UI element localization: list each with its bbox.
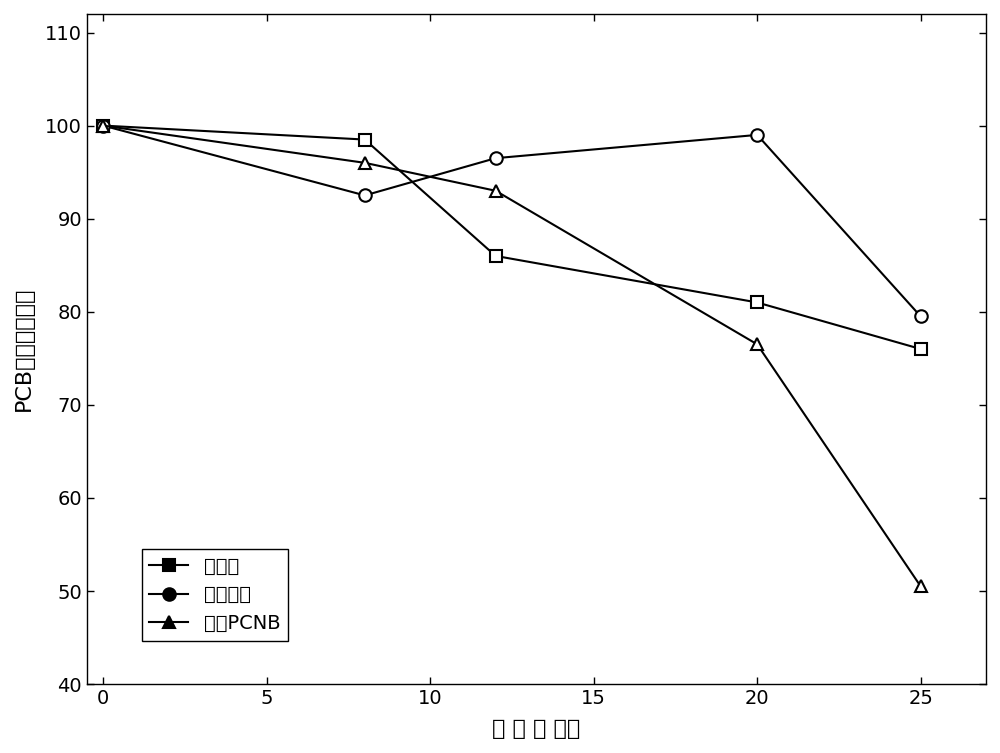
Line: 原样品: 原样品 — [97, 119, 927, 355]
加入PCNB — [751, 340, 763, 349]
原样品 — [359, 135, 371, 144]
加入PCNB — [915, 582, 927, 591]
灭菌控制 — [359, 191, 371, 200]
原样品 — [97, 121, 109, 130]
Y-axis label: PCB剩余率（％）: PCB剩余率（％） — [14, 287, 34, 411]
加入PCNB — [490, 186, 502, 195]
Line: 灭菌控制: 灭菌控制 — [97, 119, 927, 323]
灭菌控制 — [490, 154, 502, 163]
原样品 — [751, 298, 763, 307]
加入PCNB — [359, 158, 371, 167]
Line: 加入PCNB: 加入PCNB — [97, 119, 927, 593]
灭菌控制 — [751, 130, 763, 139]
X-axis label: 时 间 （ 月）: 时 间 （ 月） — [492, 719, 581, 739]
原样品 — [490, 252, 502, 261]
加入PCNB — [97, 121, 109, 130]
原样品 — [915, 344, 927, 353]
Legend: 原样品, 灭菌控制, 加入PCNB: 原样品, 灭菌控制, 加入PCNB — [142, 549, 288, 641]
灭菌控制 — [915, 312, 927, 321]
灭菌控制 — [97, 121, 109, 130]
